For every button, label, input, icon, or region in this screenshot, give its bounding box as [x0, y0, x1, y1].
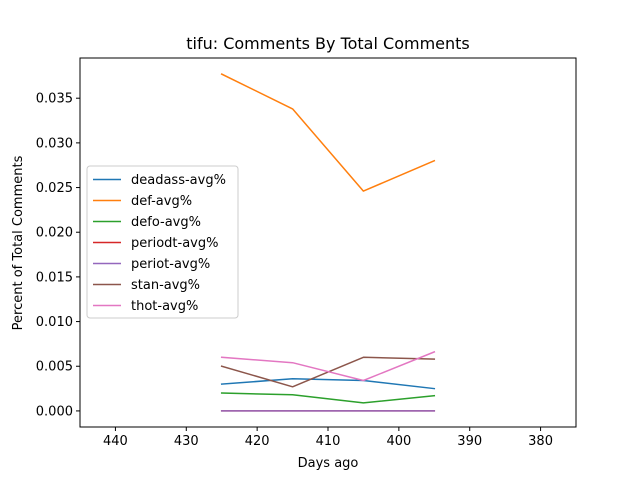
x-axis: 440 430 420 410 400 390 380 — [103, 427, 553, 449]
legend-label: def-avg% — [131, 194, 192, 209]
x-tick-label: 390 — [457, 434, 482, 449]
chart-title: tifu: Comments By Total Comments — [186, 34, 470, 53]
legend-label: deadass-avg% — [131, 173, 226, 188]
legend-box — [86, 165, 239, 319]
legend-label: stan-avg% — [131, 278, 200, 293]
legend-label: periot-avg% — [131, 257, 210, 272]
x-tick-label: 380 — [528, 434, 553, 449]
legend-label: periodt-avg% — [131, 236, 218, 251]
x-tick-label: 420 — [245, 434, 270, 449]
y-tick-label: 0.000 — [36, 404, 73, 419]
y-tick-label: 0.025 — [36, 181, 73, 196]
y-tick-label: 0.035 — [36, 92, 73, 107]
x-tick-label: 430 — [174, 434, 199, 449]
y-tick-label: 0.020 — [36, 226, 73, 241]
series-lines — [220, 73, 436, 412]
y-tick-label: 0.015 — [36, 270, 73, 285]
legend-label: thot-avg% — [131, 299, 198, 314]
x-tick-label: 400 — [386, 434, 411, 449]
series-line-defo-avg — [220, 392, 436, 404]
x-tick-label: 410 — [316, 434, 341, 449]
x-tick-label: 440 — [103, 434, 128, 449]
series-line-def-avg — [220, 73, 436, 192]
series-line-deadass-avg — [220, 378, 436, 390]
plot-frame — [79, 57, 577, 428]
y-tick-label: 0.005 — [36, 360, 73, 375]
y-tick-label: 0.030 — [36, 136, 73, 151]
legend-label: defo-avg% — [131, 215, 201, 230]
series-line-thot-avg — [220, 350, 436, 382]
y-axis: 0.000 0.005 0.010 0.015 0.020 0.025 0.030 0.035 — [36, 92, 80, 419]
x-axis-label: Days ago — [298, 456, 359, 471]
y-tick-label: 0.010 — [36, 315, 73, 330]
y-axis-label: Percent of Total Comments — [11, 155, 26, 330]
legend: deadass-avg% def-avg% defo-avg% periodt-avg… — [86, 165, 239, 319]
